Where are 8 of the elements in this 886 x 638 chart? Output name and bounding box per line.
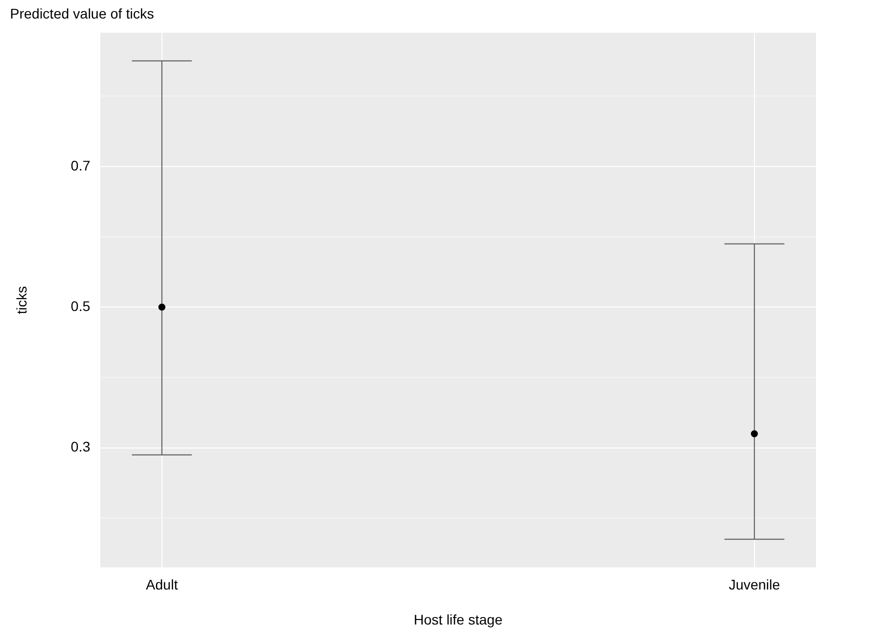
x-tick-label: Adult bbox=[146, 576, 178, 593]
y-tick-label: 0.7 bbox=[70, 157, 90, 174]
y-tick-label: 0.5 bbox=[70, 298, 90, 314]
chart-title: Predicted value of ticks bbox=[10, 5, 154, 22]
x-tick-label: Juvenile bbox=[728, 576, 780, 593]
y-tick-label: 0.3 bbox=[70, 438, 90, 455]
y-axis-title: ticks bbox=[13, 286, 30, 314]
x-axis-title: Host life stage bbox=[414, 611, 503, 628]
